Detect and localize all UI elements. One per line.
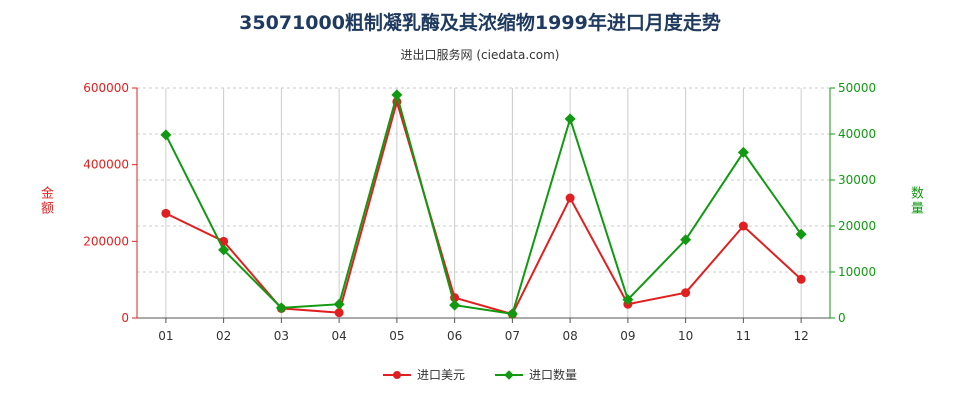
chart-title: 35071000粗制凝乳酶及其浓缩物1999年进口月度走势 [239,12,721,34]
data-point-0 [565,193,575,203]
plot-area [137,88,830,318]
legend-item-import-qty[interactable]: 进口数量 [495,366,577,383]
data-point-1 [737,146,749,158]
data-point-1 [506,308,518,320]
data-point-1 [795,228,807,240]
x-tick-label: 04 [331,329,346,343]
data-point-1 [160,129,172,141]
data-point-1 [622,294,634,306]
legend-label-import-qty: 进口数量 [529,368,578,382]
legend-swatch-import-qty [495,369,523,381]
y-right-tick-label: 50000 [838,81,876,95]
chart-subtitle: 进出口服务网 (ciedata.com) [400,48,560,62]
data-point-0 [161,208,171,218]
data-point-0 [334,308,344,318]
y-left-tick-label: 0 [121,311,129,325]
legend-swatch-import-usd [382,369,411,381]
x-tick-label: 06 [447,329,462,343]
legend: 进口美元 进口数量 [0,366,960,383]
legend-label-import-usd: 进口美元 [416,368,465,382]
data-point-1 [275,302,287,314]
y-right-tick-label: 40000 [838,127,876,141]
series-line-1 [164,91,802,315]
data-point-1 [680,234,692,246]
data-point-1 [218,244,230,256]
x-tick-label: 11 [736,329,751,343]
y-right-tick-label: 10000 [838,265,876,279]
x-tick-label: 05 [389,329,404,343]
x-tick-label: 08 [562,329,577,343]
data-point-0 [738,221,748,231]
legend-item-import-usd[interactable]: 进口美元 [382,366,465,383]
x-tick-label: 09 [620,329,635,343]
data-point-0 [681,288,691,298]
data-point-1 [391,89,403,101]
y-left-tick-label: 200000 [83,234,129,248]
data-point-1 [333,298,345,310]
y-left-tick-label: 600000 [83,81,129,95]
x-tick-label: 02 [216,329,231,343]
data-point-1 [449,299,461,311]
y-right-tick-label: 30000 [838,173,876,187]
x-tick-label: 12 [793,329,808,343]
y-axis-left-label: 金额 [38,186,53,216]
y-right-tick-label: 20000 [838,219,876,233]
data-point-0 [796,274,806,284]
y-left-tick-label: 400000 [83,158,129,172]
x-tick-label: 03 [274,329,289,343]
x-tick-label: 07 [505,329,520,343]
y-right-tick-label: 0 [838,311,846,325]
data-point-1 [564,113,576,125]
x-tick-label: 01 [158,329,173,343]
y-axis-right-label: 数量 [908,186,923,216]
x-tick-label: 10 [678,329,693,343]
